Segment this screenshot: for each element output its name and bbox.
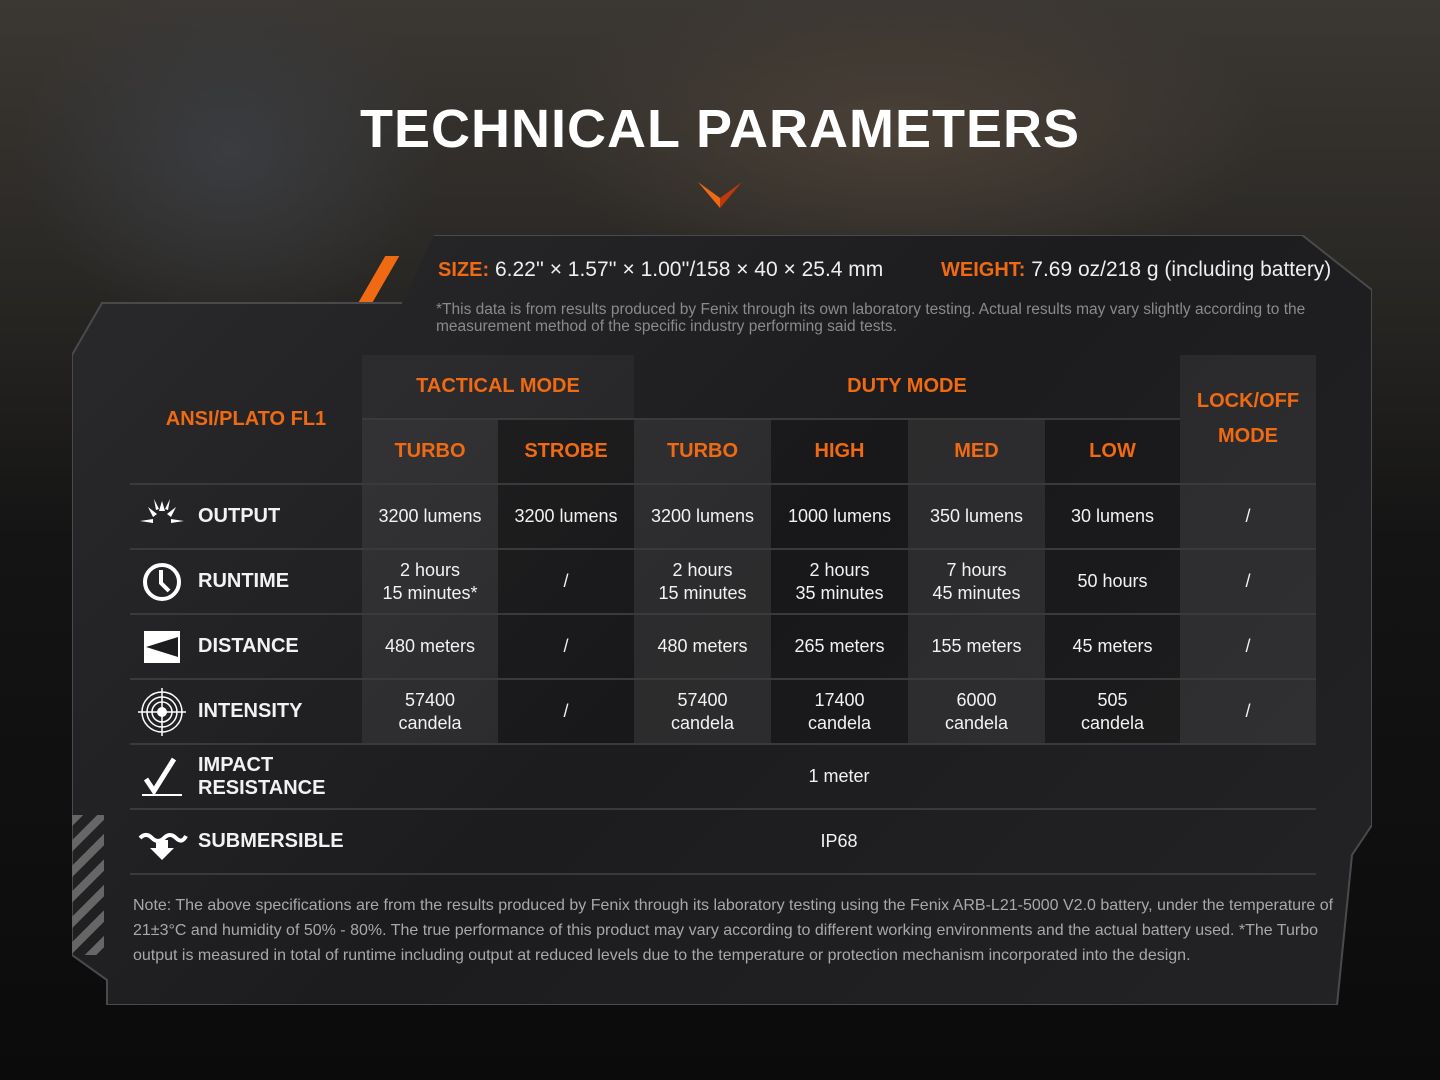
table-cell-spanned: IP68 <box>362 810 1316 875</box>
size-label: SIZE: <box>438 259 490 281</box>
table-cell: 7 hours 45 minutes <box>908 550 1045 615</box>
header-mode-low: LOW <box>1045 420 1180 485</box>
disclaimer: *This data is from results produced by F… <box>436 301 1306 335</box>
size-spec: SIZE: 6.22'' × 1.57'' × 1.00''/158 × 40 … <box>438 258 883 282</box>
table-cell: / <box>498 550 634 615</box>
submersible-icon <box>138 832 188 860</box>
header-lockoff: LOCK/OFF MODE <box>1180 355 1316 485</box>
table-cell: 57400 candela <box>634 680 771 745</box>
row-label-distance: DISTANCE <box>130 615 362 680</box>
header-mode-turbo: TURBO <box>634 420 771 485</box>
row-label-impact: IMPACT RESISTANCE <box>130 745 362 810</box>
clock-icon <box>143 562 181 601</box>
chevron-down-icon <box>698 182 742 208</box>
row-label-text: OUTPUT <box>198 505 281 527</box>
row-label-output: OUTPUT <box>130 485 362 550</box>
footnote: Note: The above specifications are from … <box>133 897 1334 964</box>
page-title: TECHNICAL PARAMETERS <box>359 99 1081 159</box>
row-label-submersible: SUBMERSIBLE <box>130 810 362 875</box>
header-mode-strobe: STROBE <box>498 420 634 485</box>
table-cell: / <box>1180 615 1316 680</box>
header-group-duty: DUTY MODE <box>634 355 1180 420</box>
table-cell: 3200 lumens <box>634 485 771 550</box>
spec-table: ANSI/PLATO FL1 TACTICAL MODE DUTY MODE LOCK… <box>130 355 1316 875</box>
size-value: 6.22'' × 1.57'' × 1.00''/158 × 40 × 25.4… <box>494 258 884 281</box>
table-cell: 1000 lumens <box>771 485 908 550</box>
table-cell: 480 meters <box>362 615 498 680</box>
table-cell-spanned: 1 meter <box>362 745 1316 810</box>
weight-spec: WEIGHT: 7.69 oz/218 g (including battery… <box>941 258 1331 282</box>
header-mode-high: HIGH <box>771 420 908 485</box>
table-cell: 30 lumens <box>1045 485 1180 550</box>
table-cell: 50 hours <box>1045 550 1180 615</box>
beam-distance-icon <box>144 630 180 663</box>
table-cell: 3200 lumens <box>498 485 634 550</box>
weight-label: WEIGHT: <box>941 259 1026 281</box>
table-cell: 2 hours 35 minutes <box>771 550 908 615</box>
table-cell: 57400 candela <box>362 680 498 745</box>
table-cell: / <box>1180 550 1316 615</box>
row-label-text: SUBMERSIBLE <box>198 830 344 852</box>
row-label-intensity: INTENSITY <box>130 680 362 745</box>
table-cell: 265 meters <box>771 615 908 680</box>
table-cell: 155 meters <box>908 615 1045 680</box>
table-cell: 3200 lumens <box>362 485 498 550</box>
table-cell: 2 hours 15 minutes* <box>362 550 498 615</box>
impact-check-icon <box>142 757 182 796</box>
row-label-runtime: RUNTIME <box>130 550 362 615</box>
sun-burst-icon <box>140 498 184 523</box>
table-cell: / <box>1180 680 1316 745</box>
header-group-tactical: TACTICAL MODE <box>362 355 634 420</box>
table-cell: 350 lumens <box>908 485 1045 550</box>
table-cell: 45 meters <box>1045 615 1180 680</box>
table-cell: / <box>498 680 634 745</box>
decorative-hatch <box>72 815 104 955</box>
row-label-text: INTENSITY <box>198 700 303 722</box>
table-cell: 505 candela <box>1045 680 1180 745</box>
table-cell: / <box>498 615 634 680</box>
table-cell: 480 meters <box>634 615 771 680</box>
row-label-text: IMPACT RESISTANCE <box>198 753 326 799</box>
table-cell: 17400 candela <box>771 680 908 745</box>
target-icon <box>138 687 186 736</box>
weight-value: 7.69 oz/218 g (including battery) <box>1031 258 1332 281</box>
header-corner: ANSI/PLATO FL1 <box>130 355 362 485</box>
header-mode-med: MED <box>908 420 1045 485</box>
row-label-text: DISTANCE <box>198 635 299 657</box>
table-cell: / <box>1180 485 1316 550</box>
table-cell: 6000 candela <box>908 680 1045 745</box>
header-mode-turbo: TURBO <box>362 420 498 485</box>
row-label-text: RUNTIME <box>198 570 290 592</box>
table-cell: 2 hours 15 minutes <box>634 550 771 615</box>
